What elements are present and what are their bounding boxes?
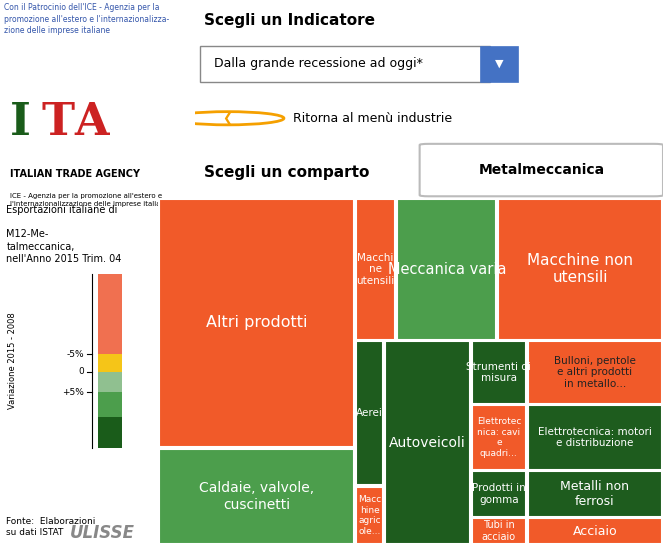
Text: Aerei: Aerei xyxy=(356,408,383,418)
FancyBboxPatch shape xyxy=(98,392,121,416)
FancyBboxPatch shape xyxy=(499,199,662,340)
Text: A: A xyxy=(74,101,109,144)
FancyBboxPatch shape xyxy=(481,46,518,82)
Text: Bulloni, pentole
e altri prodotti
in metallo...: Bulloni, pentole e altri prodotti in met… xyxy=(554,356,636,389)
FancyBboxPatch shape xyxy=(356,199,395,340)
FancyBboxPatch shape xyxy=(528,518,662,544)
Text: Elettrotecnica: motori
e distribuzione: Elettrotecnica: motori e distribuzione xyxy=(538,427,652,448)
Text: Prodotti in
gomma: Prodotti in gomma xyxy=(472,483,526,505)
Text: Tubi in
acciaio: Tubi in acciaio xyxy=(482,520,516,542)
Text: Metalmeccanica: Metalmeccanica xyxy=(478,162,605,177)
Text: T: T xyxy=(42,101,75,144)
Text: 0: 0 xyxy=(78,367,84,376)
Text: Dalla grande recessione ad oggi*: Dalla grande recessione ad oggi* xyxy=(213,57,422,70)
FancyBboxPatch shape xyxy=(528,471,662,517)
Text: Caldaie, valvole,
cuscinetti: Caldaie, valvole, cuscinetti xyxy=(199,481,314,512)
FancyBboxPatch shape xyxy=(356,341,383,485)
FancyBboxPatch shape xyxy=(98,416,121,448)
Text: Con il Patrocinio dell'ICE - Agenzia per la
promozione all'estero e l'internazio: Con il Patrocinio dell'ICE - Agenzia per… xyxy=(4,3,169,35)
FancyBboxPatch shape xyxy=(472,341,526,404)
FancyBboxPatch shape xyxy=(472,518,526,544)
FancyBboxPatch shape xyxy=(98,372,121,392)
Text: -5%: -5% xyxy=(66,350,84,359)
Text: ▼: ▼ xyxy=(495,59,503,69)
Text: Scegli un Indicatore: Scegli un Indicatore xyxy=(204,14,375,28)
Text: Acciaio: Acciaio xyxy=(573,525,617,537)
Text: Altri prodotti: Altri prodotti xyxy=(206,316,307,330)
FancyBboxPatch shape xyxy=(472,405,526,470)
Text: M12-Me-
talmeccanica,
nell'Anno 2015 Trim. 04: M12-Me- talmeccanica, nell'Anno 2015 Tri… xyxy=(7,229,122,264)
Text: Macchi
ne
utensili: Macchi ne utensili xyxy=(357,252,394,286)
Text: Fonte:  Elaborazioni
su dati ISTAT: Fonte: Elaborazioni su dati ISTAT xyxy=(7,517,95,537)
Text: Metalli non
ferrosi: Metalli non ferrosi xyxy=(560,480,629,508)
Text: Strumenti di
misura: Strumenti di misura xyxy=(467,361,531,383)
FancyBboxPatch shape xyxy=(159,199,354,447)
Text: Esportazioni italiane di: Esportazioni italiane di xyxy=(7,205,121,215)
Text: Variazione 2015 - 2008: Variazione 2015 - 2008 xyxy=(8,313,17,409)
Text: ICE - Agenzia per la promozione all'estero e
l'internazionalizzazione delle impr: ICE - Agenzia per la promozione all'este… xyxy=(10,193,169,207)
FancyBboxPatch shape xyxy=(472,471,526,517)
Text: ITALIAN TRADE AGENCY: ITALIAN TRADE AGENCY xyxy=(10,169,140,179)
Text: Macchine non
utensili: Macchine non utensili xyxy=(527,253,633,286)
Text: Ritorna al menù industrie: Ritorna al menù industrie xyxy=(293,112,452,125)
FancyBboxPatch shape xyxy=(200,46,490,82)
Text: Macc
hine
agric
ole...: Macc hine agric ole... xyxy=(358,495,381,536)
FancyBboxPatch shape xyxy=(420,144,663,196)
Text: ❮: ❮ xyxy=(223,112,233,125)
FancyBboxPatch shape xyxy=(356,487,383,544)
FancyBboxPatch shape xyxy=(159,449,354,544)
Text: Autoveicoli: Autoveicoli xyxy=(389,435,466,450)
FancyBboxPatch shape xyxy=(528,405,662,470)
Text: Scegli un comparto: Scegli un comparto xyxy=(204,165,370,180)
FancyBboxPatch shape xyxy=(98,274,121,354)
Text: ULISSE: ULISSE xyxy=(70,524,135,542)
FancyBboxPatch shape xyxy=(98,354,121,372)
Text: I: I xyxy=(10,101,31,144)
Text: Elettrotec
nica: cavi
e
quadri...: Elettrotec nica: cavi e quadri... xyxy=(477,417,521,458)
Text: Meccanica varia: Meccanica varia xyxy=(388,262,506,277)
FancyBboxPatch shape xyxy=(397,199,497,340)
FancyBboxPatch shape xyxy=(528,341,662,404)
Text: +5%: +5% xyxy=(62,388,84,397)
FancyBboxPatch shape xyxy=(385,341,470,544)
